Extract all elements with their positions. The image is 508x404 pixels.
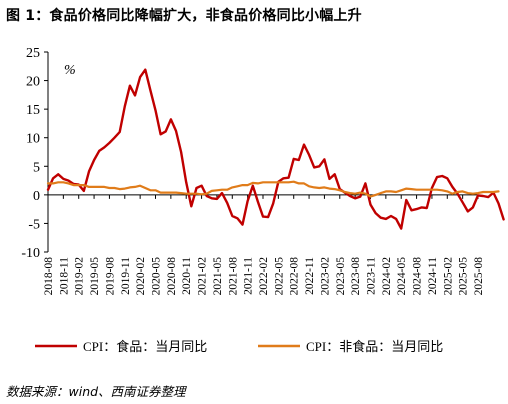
- x-tick-label: 2023-05: [335, 257, 347, 296]
- x-tick-label: 2022-05: [273, 257, 285, 296]
- x-tick-label: 2024-08: [412, 257, 424, 296]
- x-tick-label: 2021-05: [212, 257, 224, 296]
- x-tick-label: 2023-11: [366, 257, 378, 295]
- y-tick-label: 25: [26, 46, 40, 61]
- legend-label: CPI：食品：当月同比: [83, 339, 207, 354]
- x-tick-label: 2022-02: [258, 257, 270, 296]
- source-note: 数据来源：wind、西南证券整理: [6, 384, 186, 399]
- x-tick-label: 2024-05: [396, 257, 408, 296]
- x-tick-label: 2018-11: [58, 257, 70, 295]
- x-tick-label: 2024-02: [381, 257, 393, 296]
- x-tick-label: 2021-08: [227, 257, 239, 296]
- figure-title: 图 1：食品价格同比降幅扩大，非食品价格同比小幅上升: [6, 8, 362, 24]
- y-tick-label: 5: [33, 160, 40, 175]
- x-tick-label: 2022-08: [289, 257, 301, 296]
- y-tick-label: -5: [28, 217, 40, 232]
- x-tick-label: 2025-02: [442, 257, 454, 296]
- series-line-food: [46, 68, 505, 230]
- legend-label: CPI：非食品：当月同比: [306, 339, 443, 354]
- x-tick-label: 2025-05: [458, 257, 470, 296]
- series-line-nonfood: [46, 180, 500, 198]
- y-tick-label: -10: [21, 246, 40, 261]
- y-tick-label: 10: [26, 132, 40, 147]
- x-tick-label: 2020-08: [166, 257, 178, 296]
- y-unit-label: %: [64, 63, 76, 78]
- x-tick-label: 2020-02: [135, 257, 147, 296]
- x-tick-label: 2020-05: [151, 257, 163, 296]
- x-tick-label: 2019-05: [89, 257, 101, 296]
- x-tick-label: 2021-11: [243, 257, 255, 295]
- x-tick-label: 2019-08: [104, 257, 116, 296]
- x-tick-label: 2019-02: [74, 257, 86, 296]
- x-tick-label: 2020-11: [181, 257, 193, 295]
- x-tick-label: 2023-02: [319, 257, 331, 296]
- y-tick-label: 15: [26, 103, 40, 118]
- x-tick-label: 2023-08: [350, 257, 362, 296]
- x-tick-label: 2024-11: [427, 257, 439, 295]
- x-tick-label: 2025-08: [473, 257, 485, 296]
- x-tick-label: 2019-11: [120, 257, 132, 295]
- x-tick-label: 2022-11: [304, 257, 316, 295]
- y-tick-label: 0: [33, 189, 40, 204]
- y-tick-label: 20: [26, 75, 40, 90]
- x-tick-label: 2021-02: [197, 257, 209, 296]
- x-tick-label: 2018-08: [43, 257, 55, 296]
